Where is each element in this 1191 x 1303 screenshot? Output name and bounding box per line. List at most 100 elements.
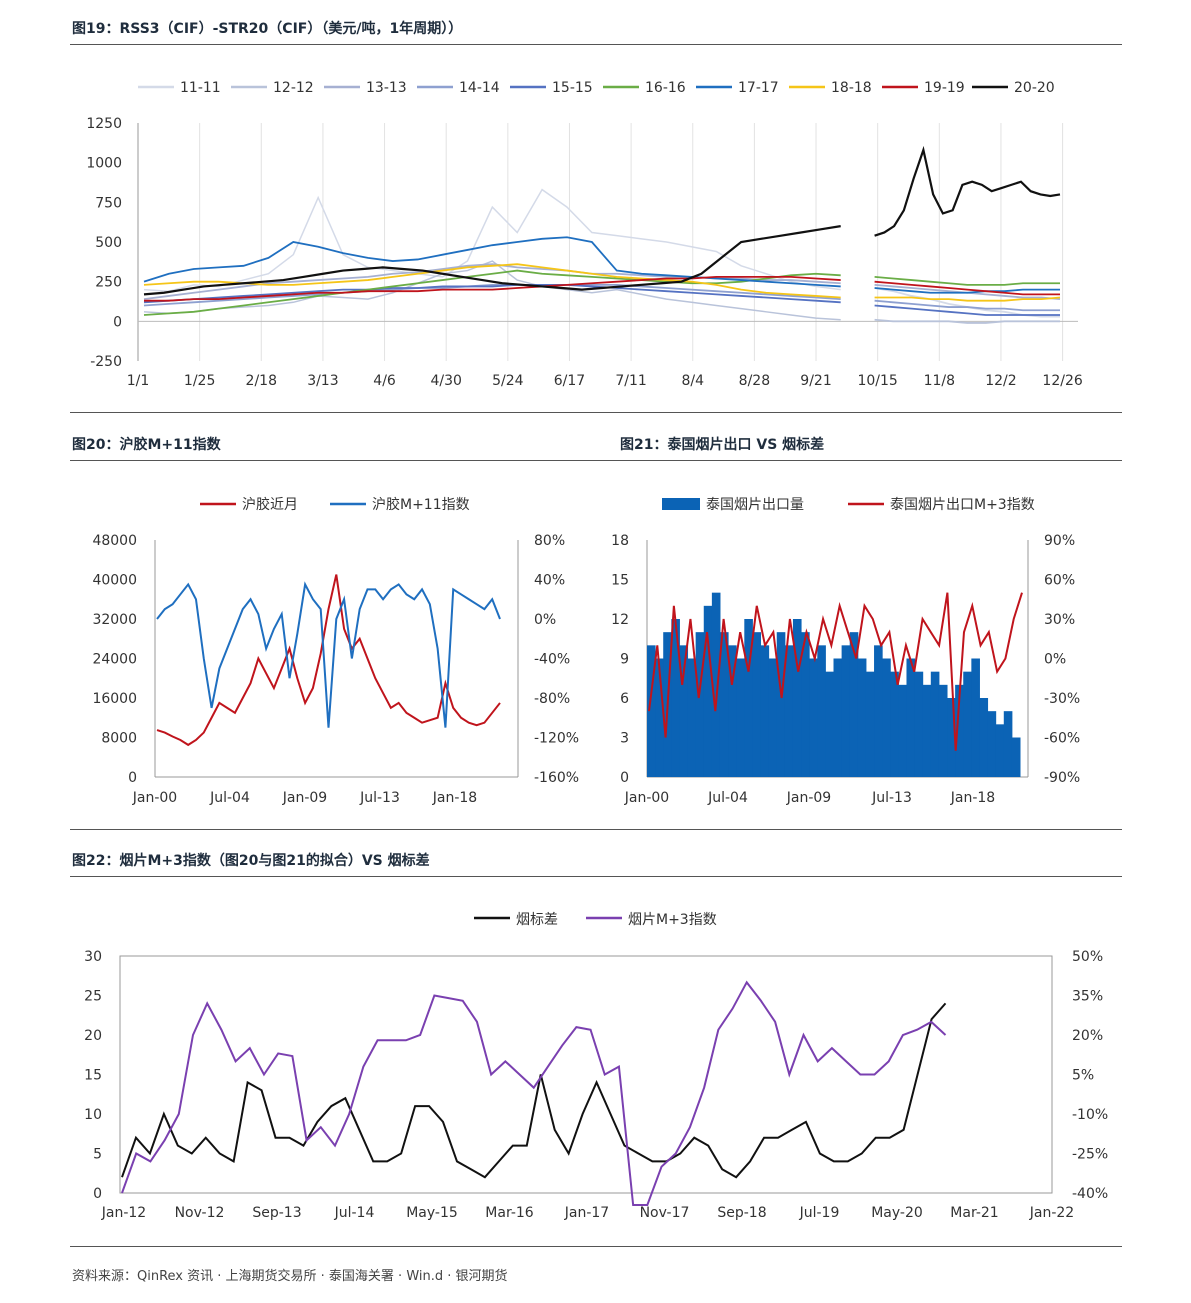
f21-bar-15 [768, 658, 778, 777]
f21-bar-19 [801, 632, 810, 777]
f19-x-tick-2: 2/18 [246, 373, 277, 389]
f22-x-tick-12: Jan-22 [1029, 1205, 1074, 1221]
f21-x-tick-4: Jan-18 [950, 790, 995, 806]
f22-x-tick-8: Sep-18 [717, 1205, 766, 1221]
f19-y-tick-2: 250 [95, 275, 122, 291]
f20-y-right-tick-3: -40% [534, 652, 570, 668]
f20-y-left-tick-2: 32000 [92, 612, 137, 628]
f21-y-left-tick-6: 0 [620, 770, 629, 786]
f22-x-tick-4: May-15 [406, 1205, 458, 1221]
f22-y-right-tick-0: 50% [1072, 949, 1103, 965]
f21-bar-29 [882, 658, 891, 777]
f21-bar-34 [922, 684, 932, 777]
f21-y-left-tick-5: 3 [620, 731, 629, 747]
f19-series-16-16-b [874, 276, 1060, 286]
f21-bar-38 [955, 684, 964, 777]
f19-x-tick-14: 12/2 [985, 373, 1016, 389]
f22-y-left-tick-6: 0 [93, 1186, 102, 1202]
f19-legend-label-11-11: 11-11 [180, 80, 221, 96]
f22-series-left [121, 1002, 947, 1179]
f20-legend-label-index: 沪胶M+11指数 [372, 496, 470, 513]
f21-y-right-tick-6: -90% [1044, 770, 1080, 786]
f19-x-tick-6: 5/24 [492, 373, 524, 389]
f21-y-left-tick-1: 15 [611, 573, 629, 589]
f19-y-tick-4: 750 [95, 195, 122, 211]
f19-series-12-12-a [143, 260, 841, 321]
f21-bar-12 [744, 619, 753, 777]
f19-x-tick-8: 7/11 [615, 373, 646, 389]
f19-x-tick-15: 12/26 [1042, 373, 1082, 389]
f21-bar-31 [898, 684, 907, 777]
f21-bar-25 [849, 632, 859, 777]
f20-y-left-tick-3: 24000 [92, 652, 137, 668]
f21-x-tick-3: Jul-13 [871, 790, 912, 806]
f19-x-tick-4: 4/6 [373, 373, 396, 389]
f21-y-left-tick-3: 9 [620, 652, 629, 668]
f21-bar-18 [792, 619, 802, 777]
f21-bar-3 [671, 619, 680, 777]
f21-bar-9 [719, 632, 729, 777]
f19-x-tick-7: 6/17 [554, 373, 585, 389]
f19-series-15-15-b [874, 304, 1060, 316]
f21-bar-43 [995, 724, 1005, 777]
f21-bar-21 [817, 645, 826, 777]
f19-series-18-18-a [143, 263, 841, 299]
f21-y-right-tick-2: 30% [1044, 612, 1075, 628]
f20-y-right-tick-4: -80% [534, 691, 570, 707]
f19-legend-label-17-17: 17-17 [738, 80, 779, 96]
f22-y-left-tick-5: 5 [93, 1147, 102, 1163]
f20-x-tick-2: Jan-09 [282, 790, 327, 806]
f21-legend-swatch-volume [662, 498, 700, 510]
f19-x-tick-0: 1/1 [127, 373, 150, 389]
f21-bar-24 [841, 645, 851, 777]
f20-x-tick-1: Jul-04 [209, 790, 250, 806]
f21-y-right-tick-0: 90% [1044, 533, 1075, 549]
f22-x-tick-11: Mar-21 [950, 1205, 998, 1221]
f21-y-right-tick-4: -30% [1044, 691, 1080, 707]
f21-y-left-tick-0: 18 [611, 533, 629, 549]
f21-bar-30 [890, 671, 899, 777]
f19-series-20-20 [143, 225, 841, 296]
f19-x-tick-5: 4/30 [430, 373, 461, 389]
f19-series-17-17-a [143, 236, 841, 288]
figure-20-21-title-rule [70, 460, 1122, 461]
f20-y-right-tick-5: -120% [534, 731, 579, 747]
f22-x-tick-5: Mar-16 [485, 1205, 533, 1221]
f19-x-tick-3: 3/13 [307, 373, 338, 389]
f20-y-left-tick-0: 48000 [92, 533, 137, 549]
f22-legend-label-index: 烟片M+3指数 [628, 912, 717, 928]
f21-bar-37 [947, 698, 956, 777]
f19-series-19-19-b [874, 280, 1060, 296]
source-note: 资料来源：QinRex 资讯 · 上海期货交易所 · 泰国海关署 · Win.d… [72, 1269, 508, 1284]
f19-series-12-12-b [874, 318, 1060, 324]
f19-series-14-14-b [874, 299, 1060, 312]
f21-bar-0 [647, 645, 656, 777]
f22-x-tick-10: May-20 [871, 1205, 923, 1221]
f21-x-tick-2: Jan-09 [786, 790, 831, 806]
f19-y-tick-5: 1000 [86, 156, 122, 172]
f21-bar-4 [679, 645, 689, 777]
f21-bar-1 [655, 658, 664, 777]
f20-x-tick-4: Jan-18 [432, 790, 477, 806]
f22-series-right [121, 980, 947, 1206]
figure-19-title-rule [70, 44, 1122, 45]
f22-x-tick-0: Jan-12 [101, 1205, 146, 1221]
f22-y-left-tick-2: 20 [84, 1028, 102, 1044]
f19-series-18-18-b [874, 296, 1061, 302]
f19-legend-label-18-18: 18-18 [831, 80, 872, 96]
figure-19-title: 图19：RSS3（CIF）-STR20（CIF）（美元/吨，1年周期）） [72, 21, 463, 37]
f19-legend-label-13-13: 13-13 [366, 80, 407, 96]
f22-y-right-tick-2: 20% [1072, 1028, 1103, 1044]
f19-series-20-20-h2 [874, 145, 1061, 237]
f22-x-tick-7: Nov-17 [640, 1205, 690, 1221]
figure-19-bottom-rule [70, 412, 1122, 413]
f20-y-right-tick-0: 80% [534, 533, 565, 549]
f21-legend-label-index: 泰国烟片出口M+3指数 [890, 497, 1035, 513]
f19-series-11-11-a [143, 188, 841, 292]
f21-y-left-tick-4: 6 [620, 691, 629, 707]
f22-legend-label-spread: 烟标差 [516, 912, 558, 928]
f21-y-right-tick-1: 60% [1044, 573, 1075, 589]
f21-bar-42 [987, 711, 997, 777]
f20-y-left-tick-5: 8000 [101, 731, 137, 747]
